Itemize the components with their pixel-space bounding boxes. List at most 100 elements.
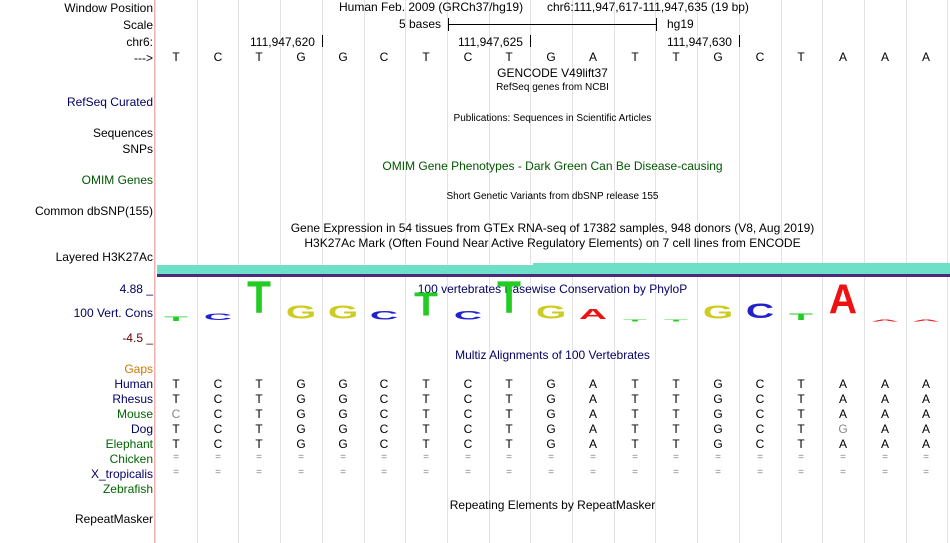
species-label[interactable]: Mouse: [116, 407, 153, 421]
alignment-base: G: [296, 437, 306, 451]
sequence-base: A: [880, 50, 889, 64]
coord-1: 111,947,620: [250, 35, 315, 49]
snps-label[interactable]: SNPs: [122, 142, 153, 156]
alignment-base: C: [463, 422, 473, 436]
scale-label: Scale: [122, 18, 153, 32]
alignment-base: A: [921, 377, 930, 391]
alignment-base: T: [172, 377, 180, 391]
sequences-label[interactable]: Sequences: [92, 126, 153, 140]
alignment-base: T: [255, 422, 263, 436]
conservation-letter: G: [327, 302, 359, 323]
dbsnp-label[interactable]: Common dbSNP(155): [34, 204, 153, 218]
alignment-base: G: [546, 407, 556, 421]
gencode-title[interactable]: GENCODE V49lift37: [497, 66, 608, 80]
omim-label[interactable]: OMIM Genes: [81, 173, 153, 187]
species-label[interactable]: Dog: [130, 422, 153, 436]
alignment-base: T: [422, 437, 430, 451]
alignment-base: G: [296, 377, 306, 391]
alignment-base: =: [840, 452, 846, 463]
alignment-base: G: [338, 407, 348, 421]
h3k27ac-title[interactable]: H3K27Ac Mark (Often Found Near Active Re…: [304, 236, 801, 250]
publications-title[interactable]: Publications: Sequences in Scientific Ar…: [453, 113, 652, 124]
alignment-base: A: [838, 407, 847, 421]
sequence-base: T: [797, 50, 805, 64]
alignment-base: G: [546, 437, 556, 451]
cons-label[interactable]: 100 Vert. Cons: [73, 306, 153, 320]
species-label[interactable]: Zebrafish: [102, 482, 153, 496]
alignment-base: =: [757, 467, 763, 478]
alignment-base: T: [631, 392, 639, 406]
species-label[interactable]: X_tropicalis: [90, 467, 153, 481]
alignment-base: T: [255, 392, 263, 406]
alignment-base: T: [172, 392, 180, 406]
alignment-base: G: [713, 377, 723, 391]
alignment-base: =: [757, 452, 763, 463]
species-label[interactable]: Chicken: [109, 452, 153, 466]
alignment-base: =: [340, 452, 346, 463]
scale-text: 5 bases: [399, 17, 442, 31]
alignment-base: C: [755, 377, 765, 391]
cons-max: 4.88 _: [119, 282, 153, 296]
alignment-base: A: [588, 437, 597, 451]
alignment-base: T: [672, 407, 680, 421]
sequence-base: C: [463, 50, 473, 64]
alignment-base: C: [463, 437, 473, 451]
alignment-base: A: [921, 407, 930, 421]
conservation-letter: C: [453, 309, 483, 323]
alignment-base: T: [672, 392, 680, 406]
alignment-base: =: [215, 467, 221, 478]
omim-title[interactable]: OMIM Gene Phenotypes - Dark Green Can Be…: [382, 159, 723, 173]
phylop-title[interactable]: 100 vertebrates Basewise Conservation by…: [417, 282, 688, 296]
repeat-title[interactable]: Repeating Elements by RepeatMasker: [449, 498, 656, 512]
sequence-base: G: [713, 50, 723, 64]
alignment-base: =: [590, 452, 596, 463]
conservation-letter: T: [789, 312, 813, 323]
species-label[interactable]: Human: [114, 377, 153, 391]
alignment-base: G: [296, 392, 306, 406]
sequence-base: T: [505, 50, 513, 64]
conservation-letter: G: [535, 302, 567, 323]
alignment-base: T: [797, 407, 805, 421]
scale-bar-right-tick: [656, 18, 657, 31]
multiz-title[interactable]: Multiz Alignments of 100 Vertebrates: [455, 348, 650, 362]
refseq-label[interactable]: RefSeq Curated: [66, 95, 153, 109]
alignment-base: A: [588, 392, 597, 406]
sequence-base: T: [172, 50, 180, 64]
alignment-base: A: [880, 392, 889, 406]
h3k27ac-label[interactable]: Layered H3K27Ac: [55, 250, 153, 264]
gtex-title[interactable]: Gene Expression in 54 tissues from GTEx …: [290, 221, 815, 235]
alignment-base: C: [213, 422, 223, 436]
gaps-label: Gaps: [124, 362, 153, 376]
alignment-base: C: [213, 407, 223, 421]
alignment-base: =: [882, 467, 888, 478]
dbsnp-title[interactable]: Short Genetic Variants from dbSNP releas…: [446, 191, 659, 202]
repeat-label[interactable]: RepeatMasker: [74, 512, 153, 526]
alignment-base: C: [171, 407, 181, 421]
alignment-base: C: [379, 422, 389, 436]
alignment-base: =: [840, 467, 846, 478]
alignment-base: =: [256, 467, 262, 478]
h3k27ac-signal-baseline: [157, 274, 950, 277]
window-position-label: Window Position: [64, 1, 153, 15]
alignment-base: =: [423, 467, 429, 478]
species-label[interactable]: Elephant: [105, 437, 153, 451]
conservation-letter: C: [745, 299, 775, 323]
alignment-base: G: [546, 392, 556, 406]
alignment-base: T: [422, 422, 430, 436]
refseq-title[interactable]: RefSeq genes from NCBI: [496, 82, 609, 93]
alignment-base: C: [379, 377, 389, 391]
assembly-link[interactable]: Human Feb. 2009 (GRCh37/hg19): [339, 0, 524, 14]
species-label[interactable]: Rhesus: [112, 392, 153, 406]
alignment-base: C: [755, 422, 765, 436]
coord-2-tick: [530, 35, 531, 47]
alignment-base: =: [173, 452, 179, 463]
alignment-base: T: [505, 407, 513, 421]
conservation-letter: G: [285, 302, 317, 323]
alignment-base: =: [381, 452, 387, 463]
alignment-base: C: [755, 407, 765, 421]
alignment-base: =: [256, 452, 262, 463]
h3k27ac-signal-bar-right: [533, 263, 950, 275]
alignment-base: G: [338, 422, 348, 436]
alignment-base: T: [505, 422, 513, 436]
alignment-base: G: [713, 407, 723, 421]
